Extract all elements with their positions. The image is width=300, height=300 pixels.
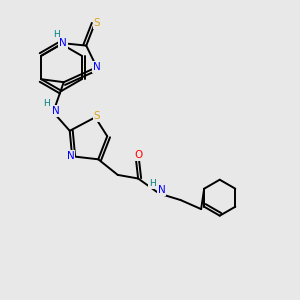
Text: N: N <box>59 38 67 48</box>
Text: N: N <box>93 62 100 72</box>
Text: N: N <box>158 185 165 195</box>
Text: N: N <box>67 151 74 161</box>
Text: H: H <box>43 99 50 108</box>
Text: O: O <box>134 150 142 160</box>
Text: N: N <box>52 106 60 116</box>
Text: H: H <box>53 30 60 39</box>
Text: S: S <box>93 111 100 121</box>
Text: S: S <box>94 18 100 28</box>
Text: H: H <box>149 179 156 188</box>
